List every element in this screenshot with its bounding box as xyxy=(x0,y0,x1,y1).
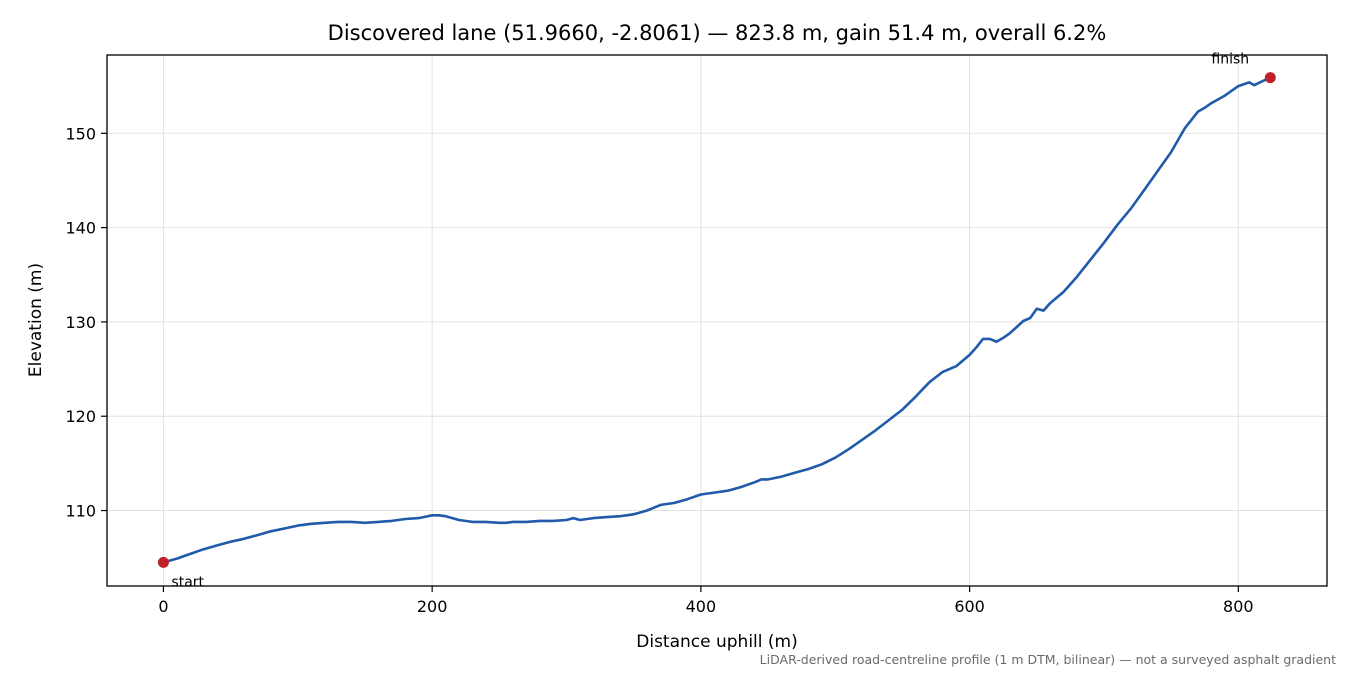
x-tick-label: 800 xyxy=(1223,597,1254,616)
x-tick-label: 200 xyxy=(417,597,448,616)
y-tick-label: 110 xyxy=(65,502,96,521)
start-marker xyxy=(157,556,169,568)
y-tick-label: 130 xyxy=(65,313,96,332)
finish-label: finish xyxy=(1211,52,1249,68)
footnote: LiDAR-derived road-centreline profile (1… xyxy=(760,652,1336,667)
elevation-line xyxy=(162,76,1272,564)
axes: 0 200 400 600 800 110 120 130 140 150 xyxy=(65,124,1253,616)
y-axis-label: Elevation (m) xyxy=(26,263,46,377)
marker-layer: start finish xyxy=(157,52,1276,590)
y-tick-label: 150 xyxy=(65,124,96,143)
x-tick-label: 400 xyxy=(686,597,717,616)
x-tick-label: 600 xyxy=(954,597,985,616)
y-tick-label: 140 xyxy=(65,219,96,238)
x-axis-label: Distance uphill (m) xyxy=(636,632,797,652)
grid xyxy=(107,55,1327,586)
chart-title: Discovered lane (51.9660, -2.8061) — 823… xyxy=(328,21,1107,45)
plot-frame xyxy=(106,54,1328,587)
y-tick-label: 120 xyxy=(65,407,96,426)
series-layer xyxy=(162,76,1272,564)
x-tick-label: 0 xyxy=(158,597,168,616)
start-label: start xyxy=(171,574,204,590)
finish-marker xyxy=(1264,72,1276,84)
